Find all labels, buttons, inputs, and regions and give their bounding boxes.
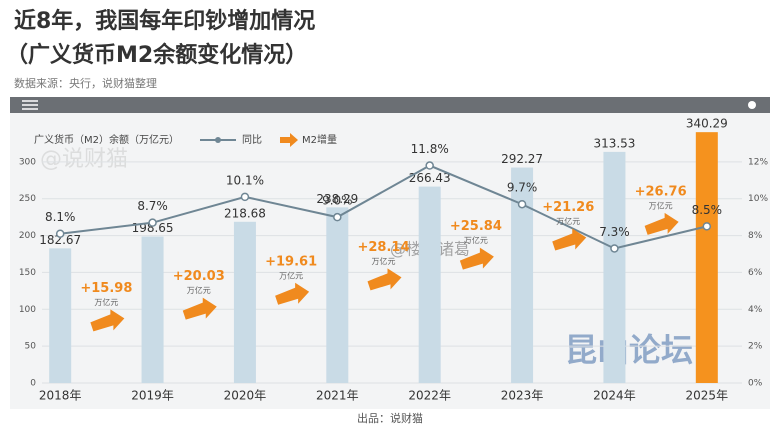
growth-point xyxy=(610,244,619,253)
legend-label: M2增量 xyxy=(302,133,337,146)
growth-label: 8.1% xyxy=(45,210,76,224)
bar xyxy=(326,207,349,383)
increment-arrow xyxy=(552,228,587,251)
y-tick-label: 0 xyxy=(30,379,36,389)
increment-unit: 万亿元 xyxy=(279,270,303,280)
x-tick-label: 2024年 xyxy=(593,389,636,403)
watermark: @说财猫 xyxy=(40,147,128,172)
chart-title: 近8年，我国每年印钞增加情况 xyxy=(14,8,315,34)
x-tick-label: 2020年 xyxy=(224,389,267,403)
x-tick-label: 2022年 xyxy=(408,389,451,403)
growth-label: 8.5% xyxy=(692,203,723,217)
footer: 出品：说财猫 xyxy=(357,411,423,425)
menu-icon xyxy=(22,100,38,110)
y2-tick-label: 8% xyxy=(748,231,763,241)
bar-value-label: 218.68 xyxy=(224,206,266,220)
increment-unit: 万亿元 xyxy=(649,200,673,210)
legend-dot xyxy=(215,137,221,143)
increment-unit: 万亿元 xyxy=(556,216,580,226)
increment-arrow xyxy=(275,282,310,305)
bar-value-label: 313.53 xyxy=(593,136,635,150)
bar-value-label: 292.27 xyxy=(501,152,543,166)
growth-line xyxy=(60,164,708,250)
bar-value-label: 238.29 xyxy=(316,192,358,206)
increment-label: +25.84 xyxy=(450,219,502,234)
growth-label: 10.1% xyxy=(226,173,264,187)
y-tick-label: 50 xyxy=(25,342,37,352)
y2-tick-label: 2% xyxy=(748,342,763,352)
panel-dot xyxy=(748,101,756,109)
growth-point xyxy=(55,229,65,238)
bar xyxy=(141,236,164,383)
bar xyxy=(603,151,626,383)
growth-point xyxy=(425,161,434,170)
bar-value-label: 340.29 xyxy=(686,117,728,131)
legend-label: 广义货币（M2）余额（万亿元） xyxy=(34,133,179,146)
y-tick-label: 250 xyxy=(19,194,36,204)
bar xyxy=(49,248,72,383)
increment-label: +19.61 xyxy=(265,254,317,269)
growth-point xyxy=(517,199,527,209)
panel-bar xyxy=(10,97,770,113)
increment-arrow xyxy=(367,268,402,291)
source: 数据来源：央行，说财猫整理 xyxy=(14,76,157,90)
footer-bg xyxy=(240,409,540,429)
increment-label: +21.26 xyxy=(542,200,594,215)
growth-point xyxy=(333,212,342,222)
increment-arrow xyxy=(459,247,494,270)
increment-arrow xyxy=(182,297,217,320)
y2-tick-label: 6% xyxy=(748,268,763,278)
y-tick-label: 100 xyxy=(19,305,36,315)
increment-label: +20.03 xyxy=(173,269,225,284)
panel xyxy=(10,97,770,409)
growth-label: 9.7% xyxy=(507,181,538,195)
increment-unit: 万亿元 xyxy=(94,297,118,307)
y2-tick-label: 10% xyxy=(748,194,768,204)
growth-label: 7.3% xyxy=(599,225,630,239)
y-tick-label: 200 xyxy=(19,231,36,241)
x-tick-label: 2021年 xyxy=(316,389,359,403)
y-tick-label: 300 xyxy=(19,157,36,167)
bar xyxy=(233,221,256,383)
watermark: 昆山论坛 xyxy=(565,331,693,369)
increment-arrow xyxy=(90,309,125,332)
chart-subtitle: （广义货币M2余额变化情况） xyxy=(6,42,307,68)
x-tick-label: 2018年 xyxy=(39,389,82,403)
growth-point xyxy=(148,218,157,227)
y2-tick-label: 0% xyxy=(748,379,763,389)
increment-unit: 万亿元 xyxy=(372,256,396,266)
bar xyxy=(695,132,718,383)
growth-point xyxy=(702,222,712,231)
x-tick-label: 2025年 xyxy=(686,389,729,403)
increment-label: +15.98 xyxy=(80,281,132,296)
increment-unit: 万亿元 xyxy=(464,235,488,245)
legend-label: 同比 xyxy=(242,134,262,146)
increment-unit: 万亿元 xyxy=(187,285,211,295)
growth-point xyxy=(240,192,250,202)
x-tick-label: 2023年 xyxy=(501,389,544,403)
increment-label: +26.76 xyxy=(635,184,687,199)
increment-arrow xyxy=(644,212,679,235)
y2-tick-label: 4% xyxy=(748,305,763,315)
legend-arrow xyxy=(280,133,298,147)
x-tick-label: 2019年 xyxy=(131,389,174,403)
increment-label: +28.14 xyxy=(357,240,409,255)
bar-value-label: 182.67 xyxy=(39,233,81,247)
y2-tick-label: 12% xyxy=(748,157,768,167)
bar xyxy=(418,186,441,383)
bar-value-label: 266.43 xyxy=(409,171,451,185)
growth-label: 8.7% xyxy=(137,199,168,213)
y-tick-label: 150 xyxy=(19,268,36,278)
bar xyxy=(511,167,534,383)
growth-label: 11.8% xyxy=(411,142,449,156)
growth-label: 9.0% xyxy=(322,194,353,208)
